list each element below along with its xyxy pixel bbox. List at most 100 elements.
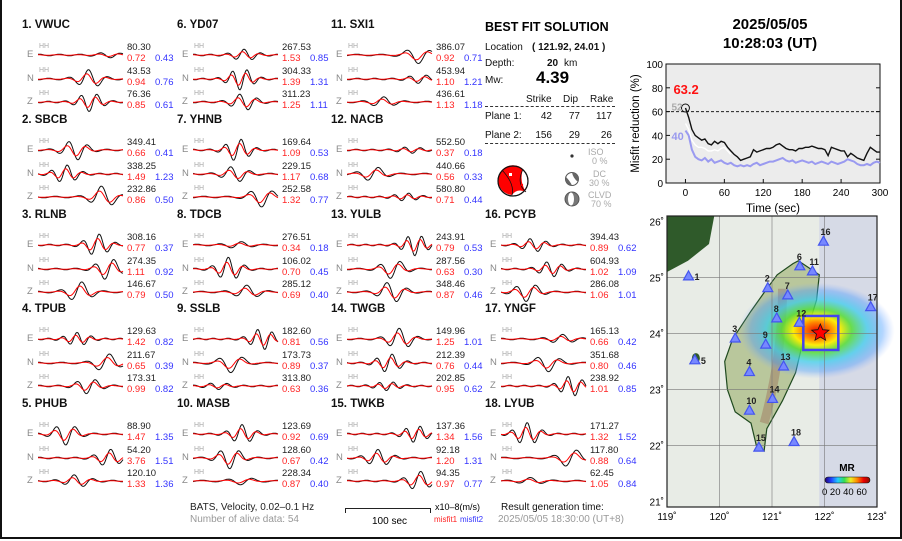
component-label: Z — [336, 380, 342, 391]
band-label: HH — [348, 161, 359, 169]
component-label: N — [490, 356, 497, 368]
synthetic-waveform — [193, 428, 279, 440]
amplitude-value: 552.50 — [436, 137, 466, 148]
component-label: E — [27, 144, 34, 155]
component-label: Z — [27, 96, 33, 107]
waveform-trace — [347, 352, 433, 372]
misfit1-value: 0.92 — [436, 53, 455, 64]
waveform-trace — [347, 166, 433, 181]
station-triangle-icon[interactable] — [743, 365, 756, 377]
synthetic-waveform — [193, 478, 279, 484]
plane1-label: Plane 1: — [485, 111, 522, 122]
amplitude-value: 394.43 — [590, 232, 620, 243]
synthetic-waveform — [38, 381, 123, 391]
station-triangle-icon[interactable] — [766, 392, 779, 404]
y-tick-label: 60 — [652, 108, 664, 119]
station-triangle-icon[interactable] — [777, 359, 790, 371]
component-label: N — [182, 356, 189, 368]
station-triangle-icon[interactable] — [761, 281, 774, 293]
observed-waveform — [193, 423, 279, 442]
misfit2-value: 0.30 — [464, 266, 483, 278]
station-triangle-icon[interactable] — [770, 311, 783, 323]
misfit2-value: 0.42 — [618, 337, 637, 348]
misfit1-value: 0.89 — [590, 243, 609, 254]
component-label: E — [336, 144, 343, 155]
misfit2-value: 1.01 — [464, 337, 483, 348]
component-label: N — [336, 72, 343, 84]
misfit1-value: 0.63 — [436, 266, 455, 278]
waveform-trace — [193, 190, 279, 208]
station-map-label: 10 — [746, 396, 756, 406]
component-label: N — [27, 356, 34, 368]
amplitude-value: 120.10 — [127, 468, 157, 479]
synthetic-waveform — [347, 428, 433, 440]
misfit2-value: 0.41 — [155, 148, 174, 159]
synthetic-waveform — [38, 237, 124, 251]
misfit2-legend: misfit2 — [460, 515, 484, 524]
station-triangle-icon[interactable] — [781, 288, 794, 300]
station-triangle-icon[interactable] — [752, 440, 765, 452]
misfit1-value: 0.71 — [436, 195, 455, 206]
header-rake: Rake — [590, 94, 614, 105]
amplitude-value: 228.34 — [282, 468, 312, 479]
station-triangle-icon[interactable] — [759, 337, 772, 349]
dc-label: DC — [593, 169, 606, 179]
station-number: 15. — [331, 398, 347, 410]
waveform-trace — [38, 233, 124, 255]
misfit2-value: 0.40 — [310, 290, 329, 301]
station-triangle-icon[interactable] — [806, 264, 819, 276]
amplitude-value: 165.13 — [590, 326, 620, 337]
component-label: E — [182, 428, 189, 439]
station-triangle-icon[interactable] — [688, 353, 701, 365]
lat-tick-label: 25˚ — [650, 273, 664, 285]
misfit1-value: 0.63 — [282, 384, 301, 395]
band-label: HH — [348, 374, 359, 381]
synthetic-waveform — [38, 428, 123, 441]
misfit1-value: 0.67 — [282, 455, 301, 467]
band-label: HH — [39, 445, 50, 453]
station-triangle-icon[interactable] — [864, 300, 877, 312]
band-label: HH — [502, 256, 513, 264]
misfit1-value: 1.05 — [590, 479, 609, 490]
waveform-trace — [501, 284, 587, 303]
waveform-trace — [193, 449, 279, 469]
mw-label: Mw: — [485, 75, 504, 86]
synthetic-waveform — [193, 192, 279, 204]
clvd-ball-icon — [564, 191, 580, 207]
component-label: E — [27, 49, 34, 60]
x-tick-label: 120 — [755, 188, 772, 199]
misfit2-value: 0.33 — [464, 171, 483, 183]
component-label: N — [182, 451, 189, 463]
amplitude-value: 604.93 — [590, 255, 620, 267]
station-name: SSLB — [189, 303, 221, 315]
misfit1-value: 1.53 — [282, 53, 301, 64]
station-map-label: 3 — [732, 324, 737, 334]
misfit1-value: 1.39 — [282, 76, 301, 88]
waveform-trace — [193, 328, 279, 351]
station-triangle-icon[interactable] — [743, 403, 756, 415]
waveform-trace — [38, 331, 124, 346]
station-triangle-icon[interactable] — [817, 234, 830, 246]
misfit2-value: 1.52 — [618, 432, 637, 443]
misfit1-value: 0.72 — [127, 53, 146, 64]
amplitude-value: 338.25 — [127, 160, 157, 172]
amplitude-value: 311.23 — [282, 89, 311, 100]
band-label: HH — [39, 327, 50, 334]
waveform-trace — [347, 381, 433, 392]
amplitude-value: 173.73 — [282, 349, 312, 361]
colorbar-title: MR — [839, 463, 855, 474]
station-triangle-icon[interactable] — [729, 331, 742, 343]
waveform-trace — [193, 423, 279, 442]
station-triangle-icon[interactable] — [793, 259, 806, 271]
station-triangle-icon[interactable] — [793, 316, 806, 327]
observed-waveform — [347, 425, 433, 443]
station-triangle-icon[interactable] — [682, 269, 695, 281]
synthetic-waveform — [347, 356, 432, 368]
beachball-icon — [497, 165, 529, 197]
observed-waveform — [38, 233, 124, 255]
x-tick-label: 60 — [719, 188, 731, 199]
y-tick-label: 100 — [646, 60, 663, 71]
band-label: HH — [194, 350, 205, 358]
misfit2-value: 0.46 — [618, 360, 637, 372]
station-triangle-icon[interactable] — [788, 435, 801, 447]
